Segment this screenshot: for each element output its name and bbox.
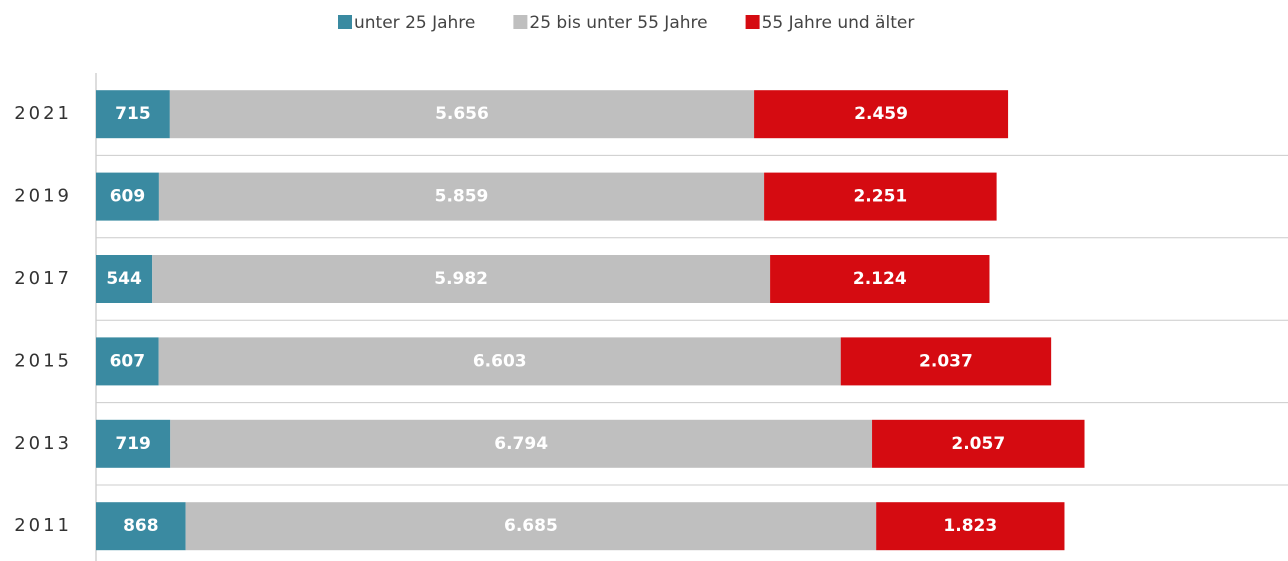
y-tick-label: 2019 [14, 186, 72, 207]
data-label: 6.603 [473, 351, 527, 371]
bar-segment [96, 419, 171, 468]
bar-segment [96, 502, 186, 551]
legend-swatch [338, 15, 352, 29]
data-label: 607 [110, 351, 146, 371]
bar-segment [152, 255, 771, 303]
data-label: 2.057 [951, 434, 1005, 454]
data-label: 2.124 [853, 269, 907, 289]
data-label: 6.794 [494, 434, 548, 454]
data-label: 2.037 [919, 351, 973, 371]
data-label: 544 [106, 269, 142, 289]
data-label: 1.823 [943, 516, 997, 536]
y-tick-label: 2017 [14, 268, 72, 289]
bar-segment [169, 90, 755, 139]
legend-label: unter 25 Jahre [354, 13, 475, 33]
data-label: 715 [115, 104, 151, 124]
bar-segment [96, 337, 159, 386]
bar-segment [185, 502, 877, 551]
bar-segment [754, 90, 1009, 139]
bar-segment [764, 172, 997, 221]
legend-label: 55 Jahre und älter [762, 13, 915, 33]
y-tick-label: 2015 [14, 350, 72, 371]
bar-segment [840, 337, 1052, 386]
data-label: 6.685 [504, 516, 558, 536]
bar-segment [876, 502, 1065, 551]
bar-segment [158, 337, 841, 386]
bar-segment [872, 419, 1085, 468]
bar-segment [170, 419, 873, 468]
y-tick-label: 2011 [14, 515, 72, 536]
legend-swatch [745, 15, 760, 29]
data-label: 719 [115, 434, 151, 454]
bar-segment [96, 172, 159, 221]
bar-segment [96, 255, 153, 303]
legend-swatch [513, 15, 528, 29]
bar-segment [96, 90, 170, 139]
data-label: 2.251 [853, 187, 907, 207]
data-label: 5.656 [435, 104, 489, 124]
data-label: 2.459 [854, 104, 908, 124]
bar-segment [158, 172, 765, 221]
y-tick-label: 2021 [14, 103, 72, 124]
bar-segment [770, 255, 990, 303]
data-label: 5.859 [435, 187, 489, 207]
data-label: 868 [123, 516, 159, 536]
data-label: 5.982 [434, 269, 488, 289]
legend-label: 25 bis unter 55 Jahre [529, 13, 707, 33]
data-label: 609 [110, 187, 146, 207]
y-tick-label: 2013 [14, 433, 72, 454]
